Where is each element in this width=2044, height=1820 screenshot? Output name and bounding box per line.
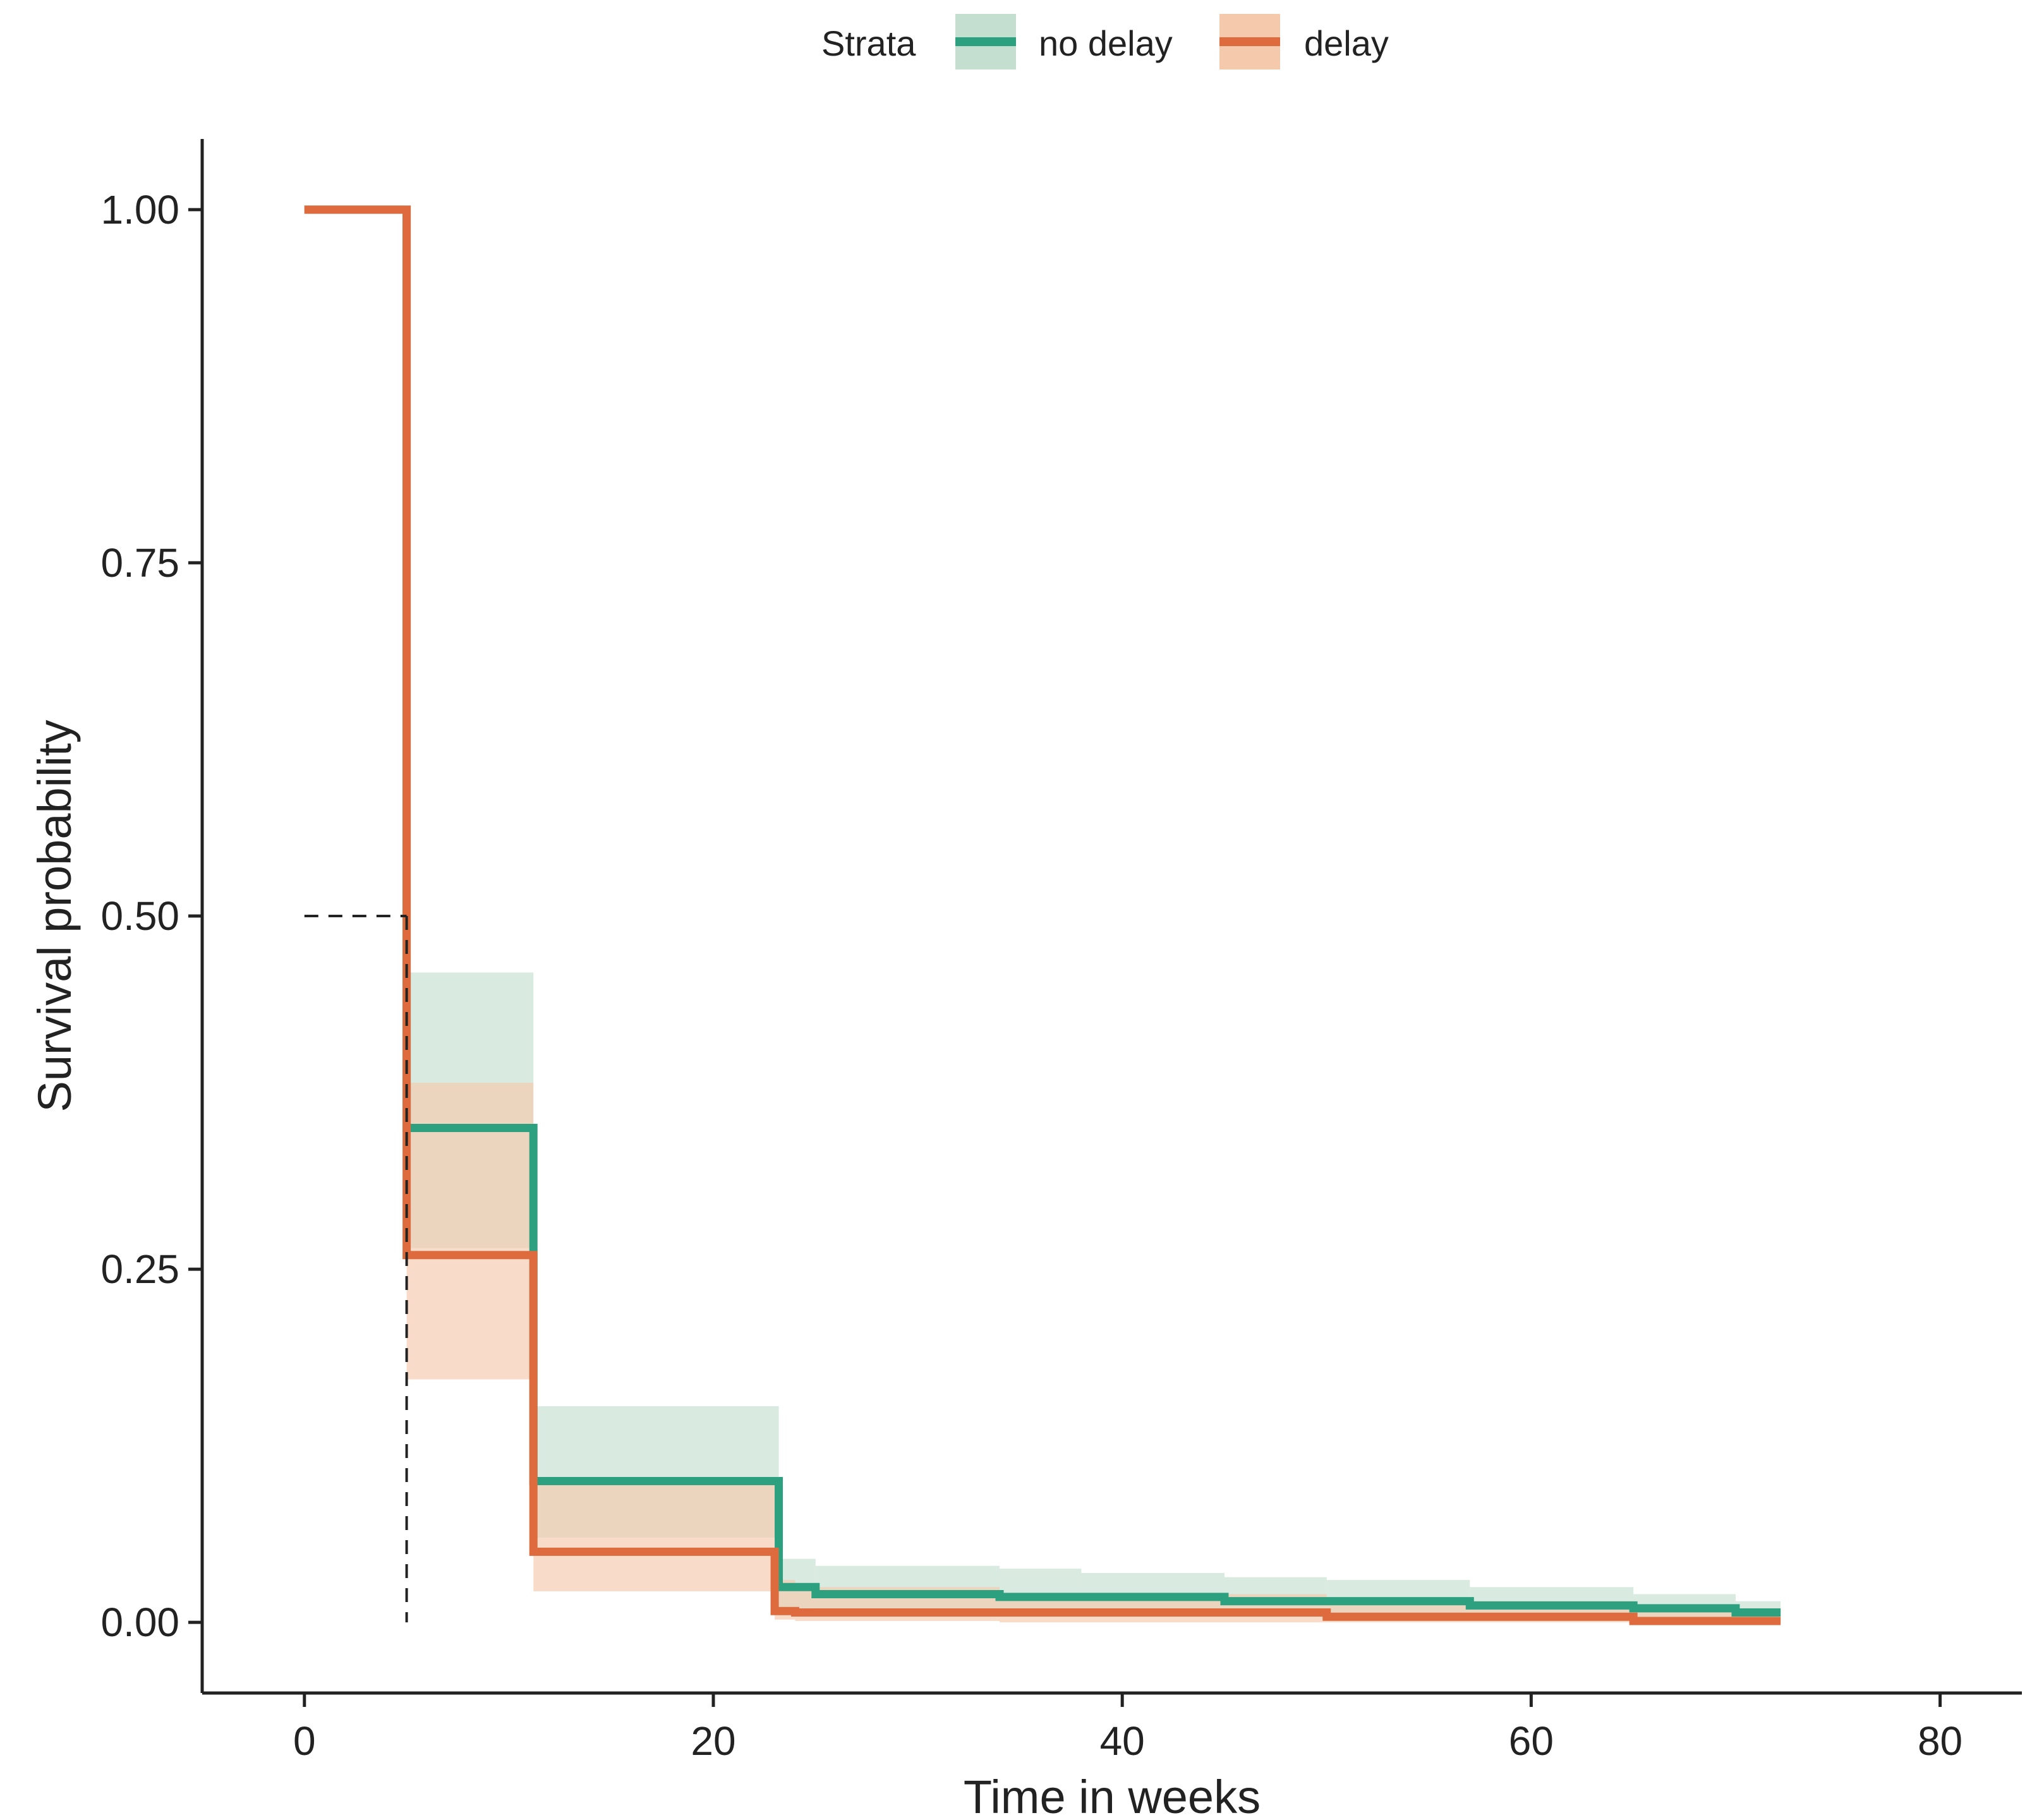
y-tick-label: 1.00 xyxy=(100,187,179,232)
confidence-band-delay xyxy=(406,1082,534,1380)
legend: Strata no delay delay xyxy=(821,14,1389,69)
y-axis-title: Survival probability xyxy=(28,720,81,1112)
confidence-band-delay xyxy=(533,1481,775,1591)
x-axis-ticks: 0 20 40 60 80 xyxy=(293,1693,1962,1764)
y-tick-label: 0.25 xyxy=(100,1246,179,1292)
legend-entry-no-delay: no delay xyxy=(955,14,1173,69)
median-reference-lines xyxy=(304,915,408,1623)
axes: 0.00 0.25 0.50 0.75 1.00 0 20 40 60 80 xyxy=(100,139,2022,1764)
y-tick-label: 0.00 xyxy=(100,1600,179,1645)
legend-title: Strata xyxy=(821,23,916,63)
x-tick-label: 80 xyxy=(1918,1718,1962,1764)
legend-label-no-delay: no delay xyxy=(1039,23,1173,63)
legend-label-delay: delay xyxy=(1304,23,1389,63)
y-tick-label: 0.50 xyxy=(100,893,179,939)
survival-curves xyxy=(304,205,1781,1625)
y-tick-label: 0.75 xyxy=(100,540,179,586)
x-tick-label: 20 xyxy=(691,1718,735,1764)
y-axis-ticks: 0.00 0.25 0.50 0.75 1.00 xyxy=(100,187,202,1645)
x-tick-label: 60 xyxy=(1509,1718,1554,1764)
survival-curve-delay xyxy=(304,205,1781,1625)
legend-entry-delay: delay xyxy=(1219,14,1389,69)
x-tick-label: 40 xyxy=(1100,1718,1145,1764)
x-axis-title: Time in weeks xyxy=(964,1771,1261,1820)
x-tick-label: 0 xyxy=(293,1718,316,1764)
